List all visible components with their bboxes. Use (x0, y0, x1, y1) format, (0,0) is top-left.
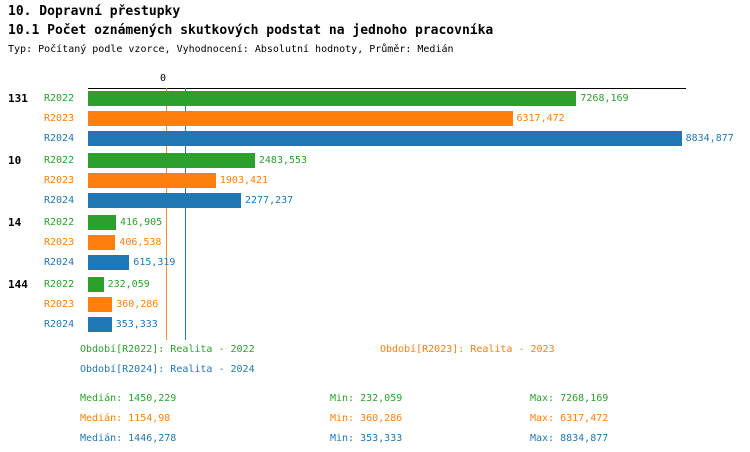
bar-area: 7268,169 (88, 88, 750, 108)
bar-r2024-131 (88, 130, 682, 146)
group-label: 131 (8, 91, 28, 105)
report-subtitle: 10.1 Počet oznámených skutkových podstat… (8, 23, 494, 38)
median-line-r2024 (185, 88, 187, 340)
bar-value-label: 6317,472 (516, 112, 565, 124)
bar-value-label: 406,538 (119, 236, 162, 248)
series-label: R2022 (44, 92, 75, 104)
bar-r2022-10 (88, 152, 255, 168)
bar-area: 2483,553 (88, 150, 750, 170)
legend-item-r2023: Období[R2023]: Realita - 2023 (380, 344, 555, 355)
bar-r2023-144 (88, 296, 113, 312)
series-label: R2024 (44, 318, 75, 330)
series-label: R2024 (44, 194, 75, 206)
bar-group-10: 10 R2022 2483,553 R2023 1903,421 R2024 2277,23… (0, 150, 750, 210)
bar-value-label: 2483,553 (258, 154, 308, 166)
series-label: R2023 (44, 298, 75, 310)
series-label: R2022 (44, 216, 75, 228)
series-label: R2023 (44, 236, 75, 248)
report-meta-line: Typ: Počítaný podle vzorce, Vyhodnocení:… (8, 44, 454, 55)
bar-area: 8834,877 (88, 128, 750, 148)
bar-value-label: 416,905 (120, 216, 163, 228)
bar-row: R2023 1903,421 (0, 170, 750, 190)
bar-r2024-144 (88, 316, 112, 332)
bar-row: R2024 8834,877 (0, 128, 750, 148)
group-label: 14 (8, 215, 22, 229)
report-title: 10. Dopravní přestupky (8, 4, 181, 19)
median-lines-layer (0, 88, 750, 340)
stats-row-r2022: Medián: 1450,229 Min: 232,059 Max: 7268,16… (80, 388, 608, 408)
bar-row: R2023 360,286 (0, 294, 750, 314)
horizontal-bar-chart: 0 131 R2022 7268,169 R2023 6317,472 R2024 8834… (0, 73, 750, 340)
bar-row: R2024 615,319 (0, 252, 750, 272)
bar-value-label: 615,319 (133, 256, 176, 268)
series-label: R2023 (44, 112, 75, 124)
stat-min: Min: 360,286 (330, 412, 403, 424)
bar-area: 6317,472 (88, 108, 750, 128)
x-axis-zero-tick-label: 0 (160, 73, 167, 84)
stat-min: Min: 353,333 (330, 432, 403, 444)
bar-value-label: 8834,877 (685, 132, 734, 144)
bar-area: 353,333 (88, 314, 750, 334)
group-label: 10 (8, 153, 22, 167)
stat-max: Max: 6317,472 (530, 412, 609, 424)
stat-median: Medián: 1446,278 (80, 432, 177, 444)
series-label: R2023 (44, 174, 75, 186)
bar-r2022-131 (88, 90, 577, 106)
bar-area: 406,538 (88, 232, 750, 252)
bar-value-label: 7268,169 (580, 92, 629, 104)
bar-groups-layer: 131 R2022 7268,169 R2023 6317,472 R2024 8834,8… (0, 88, 750, 336)
bar-r2022-14 (88, 214, 116, 230)
bar-row: 131 R2022 7268,169 (0, 88, 750, 108)
bar-row: 144 R2022 232,059 (0, 274, 750, 294)
bar-group-14: 14 R2022 416,905 R2023 406,538 R2024 615,319 (0, 212, 750, 272)
series-label: R2022 (44, 278, 75, 290)
stat-max: Max: 8834,877 (530, 432, 609, 444)
bar-row: R2024 2277,237 (0, 190, 750, 210)
bar-r2023-131 (88, 110, 513, 126)
stats-row-r2024: Medián: 1446,278 Min: 353,333 Max: 8834,87… (80, 428, 608, 448)
bar-area: 2277,237 (88, 190, 750, 210)
bar-area: 416,905 (88, 212, 750, 232)
bar-row: 14 R2022 416,905 (0, 212, 750, 232)
bar-value-label: 360,286 (116, 298, 159, 310)
bar-r2023-10 (88, 172, 216, 188)
stat-min: Min: 232,059 (330, 392, 403, 404)
bar-row: R2023 6317,472 (0, 108, 750, 128)
chart-legend: Období[R2022]: Realita - 2022 Období[R202… (80, 344, 555, 384)
series-label: R2024 (44, 132, 75, 144)
group-label: 144 (8, 277, 28, 291)
chart-statistics: Medián: 1450,229 Min: 232,059 Max: 7268,16… (80, 388, 608, 448)
stats-row-r2023: Medián: 1154,98 Min: 360,286 Max: 6317,472 (80, 408, 608, 428)
bar-r2024-14 (88, 254, 130, 270)
bar-r2023-14 (88, 234, 116, 250)
median-line-r2023 (165, 88, 167, 340)
bar-value-label: 1903,421 (219, 174, 269, 186)
bar-area: 232,059 (88, 274, 750, 294)
series-label: R2024 (44, 256, 75, 268)
stat-median: Medián: 1450,229 (80, 392, 177, 404)
stat-max: Max: 7268,169 (530, 392, 609, 404)
bar-value-label: 353,333 (115, 318, 158, 330)
bar-value-label: 2277,237 (245, 194, 294, 206)
bar-group-144: 144 R2022 232,059 R2023 360,286 R2024 353,333 (0, 274, 750, 334)
bar-row: R2024 353,333 (0, 314, 750, 334)
bar-row: 10 R2022 2483,553 (0, 150, 750, 170)
bar-group-131: 131 R2022 7268,169 R2023 6317,472 R2024 8834,8… (0, 88, 750, 148)
bar-r2022-144 (88, 276, 104, 292)
bar-area: 360,286 (88, 294, 750, 314)
bar-r2024-10 (88, 192, 241, 208)
bar-value-label: 232,059 (107, 278, 150, 290)
bar-area: 1903,421 (88, 170, 750, 190)
series-label: R2022 (44, 154, 75, 166)
legend-item-r2024: Období[R2024]: Realita - 2024 (80, 364, 255, 375)
bar-row: R2023 406,538 (0, 232, 750, 252)
bar-area: 615,319 (88, 252, 750, 272)
legend-item-r2022: Období[R2022]: Realita - 2022 (80, 344, 255, 355)
x-axis-line (88, 88, 686, 89)
stat-median: Medián: 1154,98 (80, 412, 171, 424)
